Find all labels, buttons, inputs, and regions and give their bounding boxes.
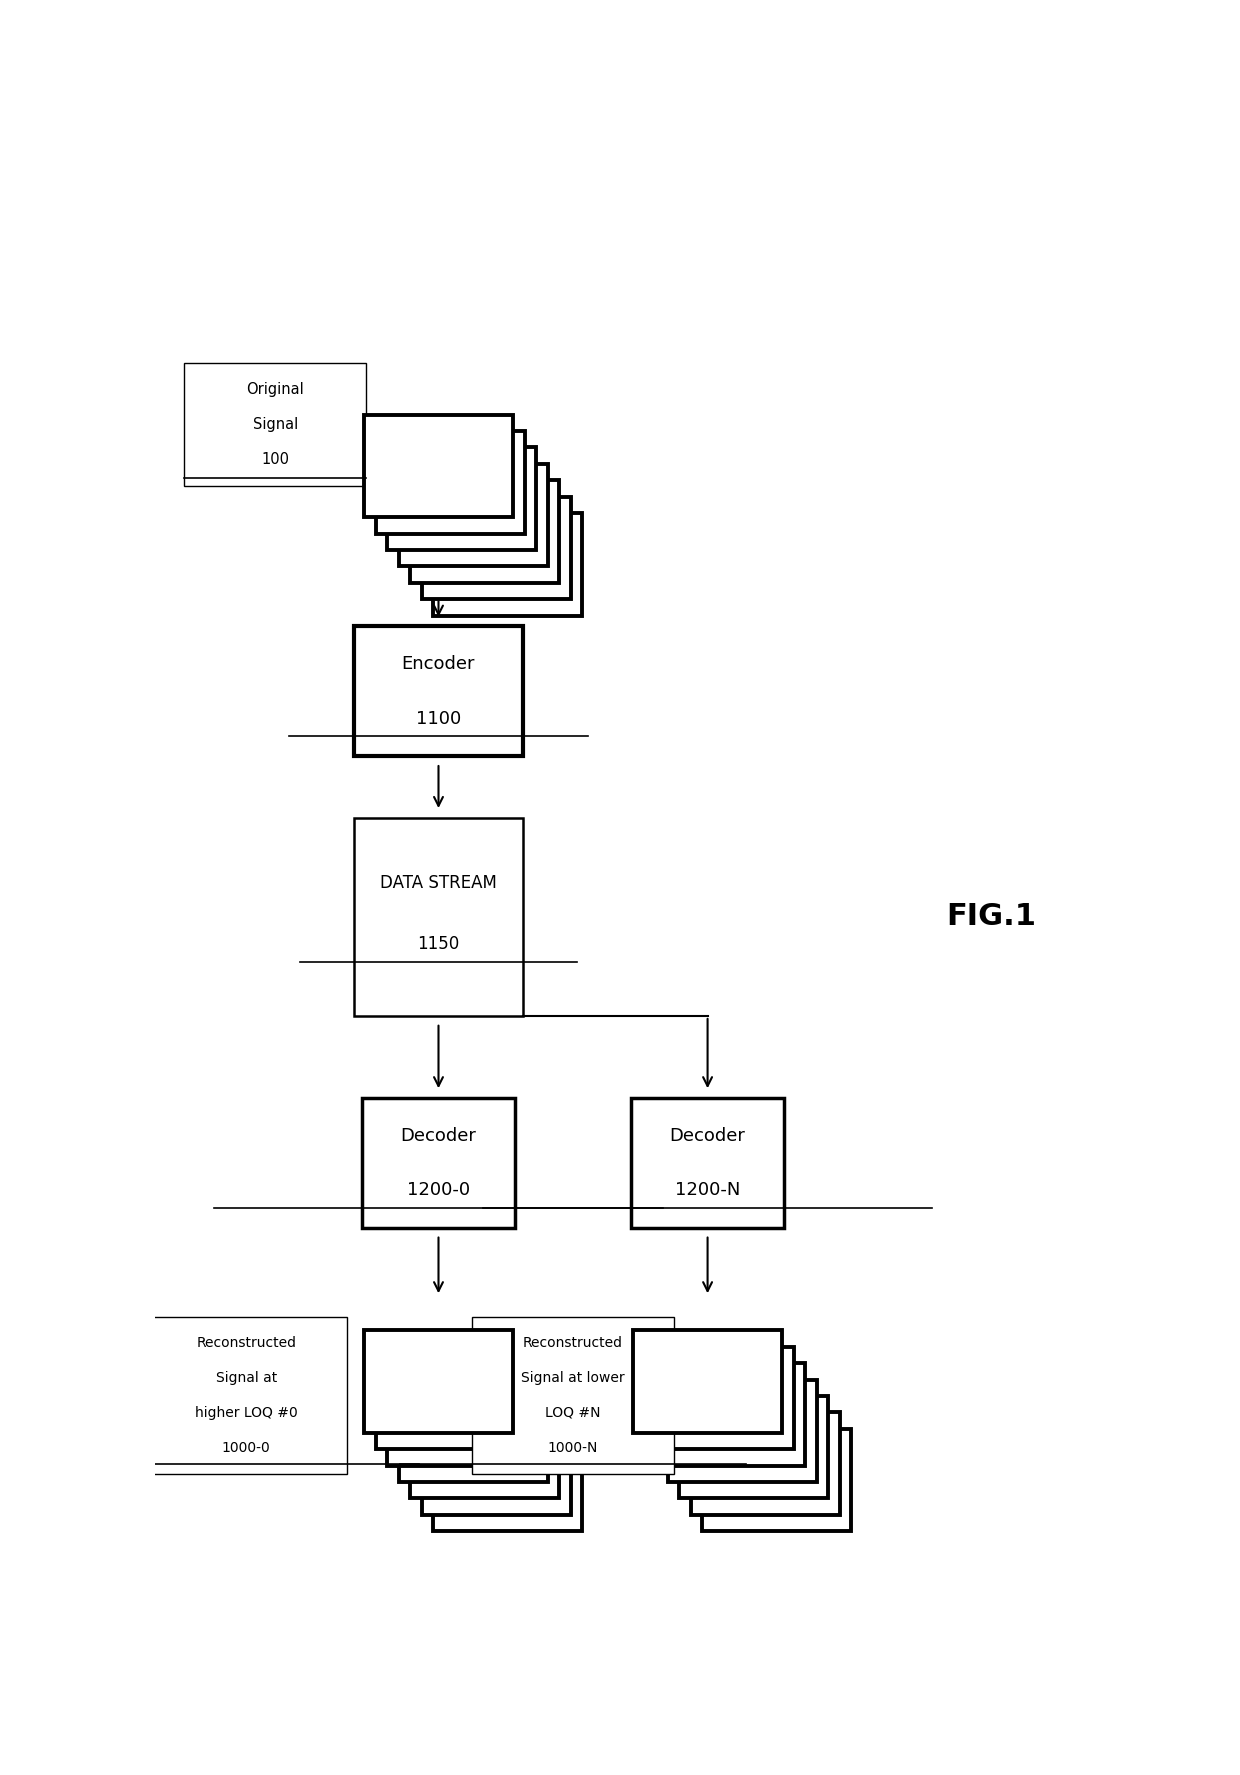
Text: Reconstructed: Reconstructed <box>196 1337 296 1349</box>
Bar <box>410 481 559 582</box>
Bar <box>702 1429 851 1532</box>
Bar <box>398 1379 548 1482</box>
Bar <box>656 1363 805 1466</box>
Text: 1100: 1100 <box>415 710 461 728</box>
Text: LOQ #N: LOQ #N <box>546 1406 601 1420</box>
Text: DATA STREAM: DATA STREAM <box>379 873 497 891</box>
Text: higher LOQ #0: higher LOQ #0 <box>195 1406 298 1420</box>
Text: 1000-N: 1000-N <box>548 1441 598 1456</box>
Bar <box>422 497 570 600</box>
Bar <box>398 463 548 566</box>
Bar <box>433 513 582 616</box>
Text: 1200-0: 1200-0 <box>407 1180 470 1200</box>
Bar <box>362 1099 516 1228</box>
Text: 1200-N: 1200-N <box>675 1180 740 1200</box>
Bar <box>472 1317 675 1473</box>
Bar <box>433 1429 582 1532</box>
Bar <box>355 627 522 756</box>
Text: Signal at lower: Signal at lower <box>521 1370 625 1384</box>
Bar <box>680 1395 828 1498</box>
Text: 1150: 1150 <box>418 935 460 953</box>
Bar <box>410 1395 559 1498</box>
Bar <box>365 415 513 517</box>
Text: ~: ~ <box>689 1416 706 1434</box>
Bar <box>355 818 522 1015</box>
Text: 1000-0: 1000-0 <box>222 1441 270 1456</box>
Text: Signal at: Signal at <box>216 1370 277 1384</box>
Text: FIG.1: FIG.1 <box>946 902 1037 932</box>
Bar <box>691 1413 839 1514</box>
Text: Signal: Signal <box>253 417 298 433</box>
Text: Decoder: Decoder <box>670 1127 745 1145</box>
Bar <box>387 1363 536 1466</box>
Text: ~: ~ <box>363 1416 379 1434</box>
Bar <box>145 1317 347 1473</box>
Text: Original: Original <box>247 382 304 398</box>
Text: 100: 100 <box>262 453 289 467</box>
Bar <box>365 1329 513 1432</box>
Bar <box>387 447 536 550</box>
Bar <box>631 1099 785 1228</box>
Text: Encoder: Encoder <box>402 655 475 673</box>
Bar <box>667 1379 817 1482</box>
Text: Decoder: Decoder <box>401 1127 476 1145</box>
Bar <box>376 431 525 534</box>
Bar <box>634 1329 782 1432</box>
Bar <box>184 364 367 486</box>
Text: Reconstructed: Reconstructed <box>523 1337 622 1349</box>
Text: ~: ~ <box>382 440 398 460</box>
Bar <box>422 1413 570 1514</box>
Bar <box>376 1347 525 1448</box>
Bar <box>645 1347 794 1448</box>
